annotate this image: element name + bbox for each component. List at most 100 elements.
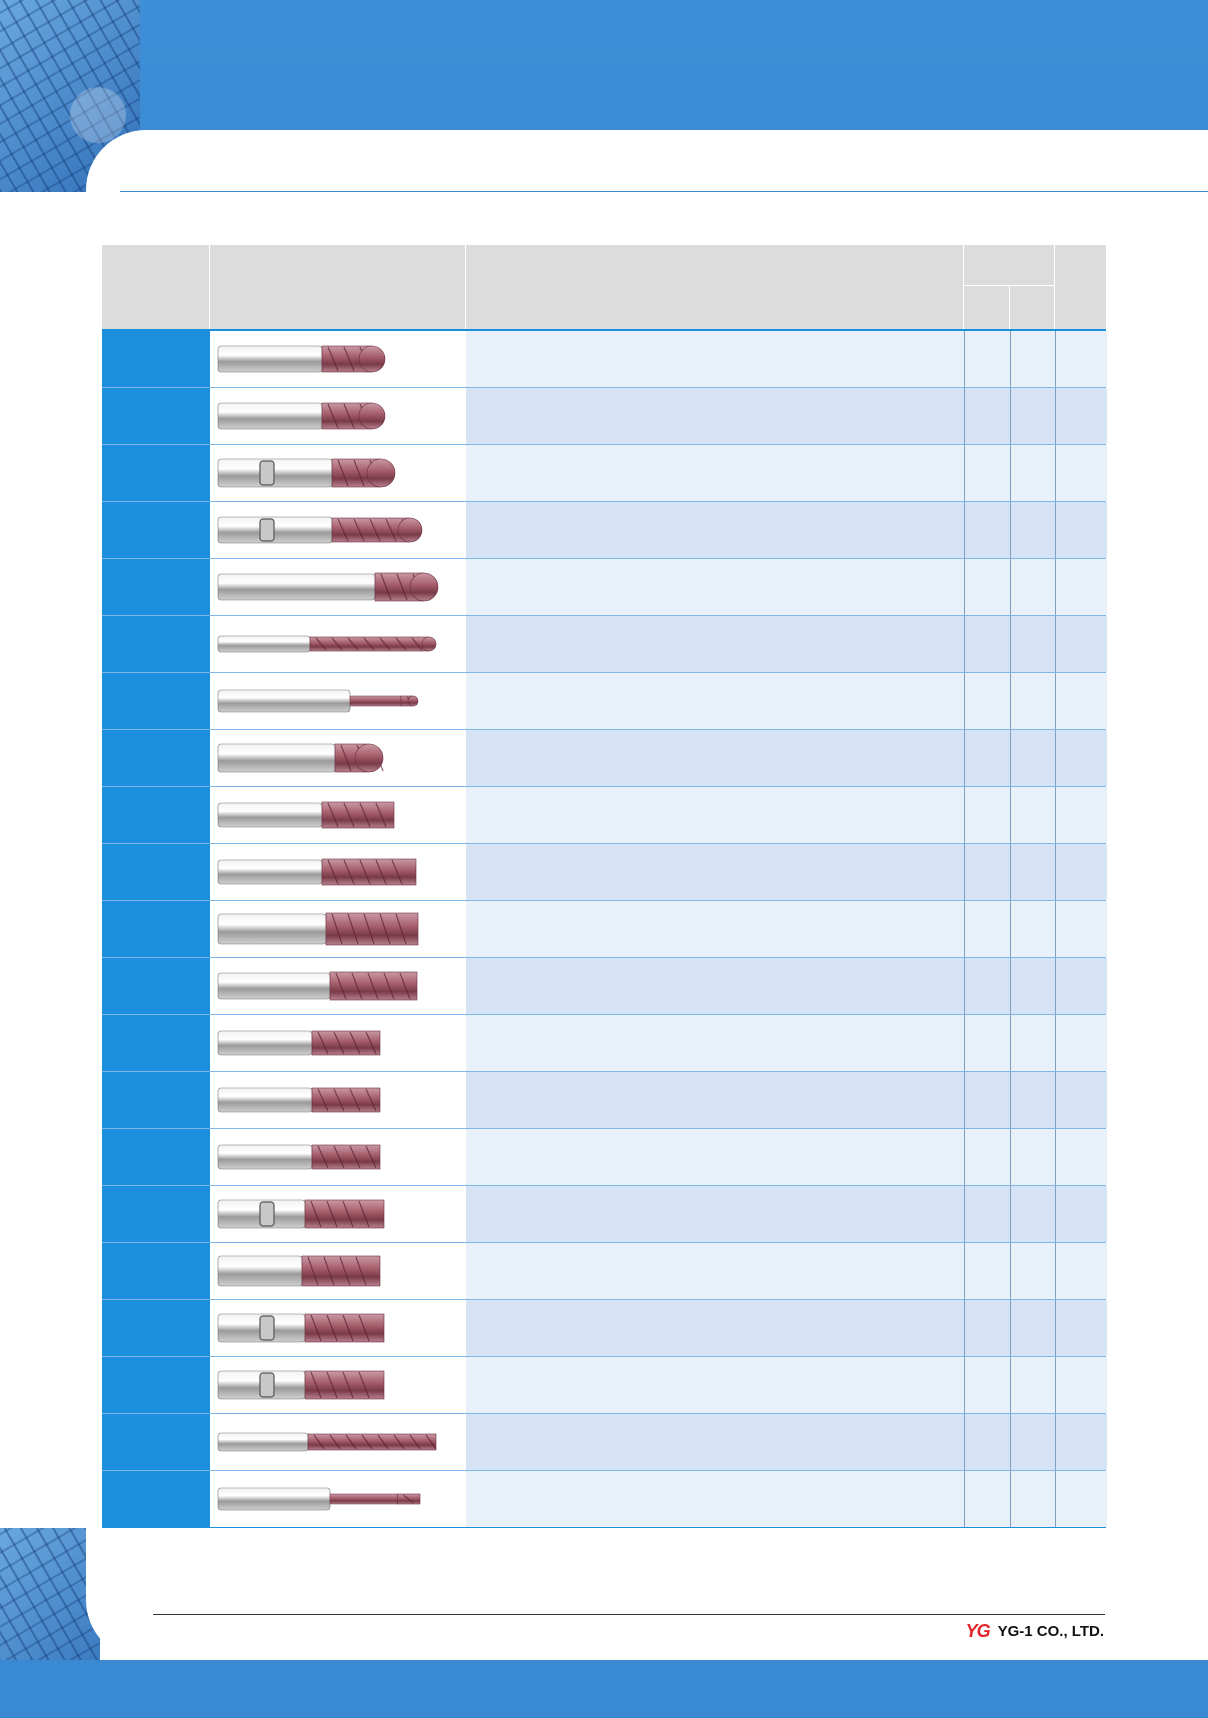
end-mill-illustration (217, 912, 419, 946)
description-cell (466, 388, 964, 444)
table-row (102, 1300, 1107, 1357)
weldon-flat (259, 1372, 275, 1398)
description-cell (466, 616, 964, 672)
description-cell (466, 787, 964, 843)
flute-helix (333, 1145, 345, 1169)
flute-helix (326, 1314, 338, 1342)
tool-flute (307, 1433, 437, 1451)
tool-image-cell (210, 901, 466, 957)
header-separator (1054, 245, 1055, 329)
weldon-flat (259, 1315, 275, 1341)
description-cell (466, 1471, 964, 1527)
value-cell-c2 (1010, 730, 1056, 786)
flute-helix (339, 1256, 351, 1286)
ball-tip (397, 517, 423, 543)
flute-helix (395, 913, 407, 945)
value-cell-c1 (964, 1300, 1011, 1356)
logo-mark: YG (965, 1620, 991, 1641)
flute-helix (358, 1200, 370, 1228)
flute-helix (329, 1434, 341, 1450)
table-row (102, 616, 1107, 673)
value-cell-c2 (1010, 331, 1056, 387)
header-separator (1009, 285, 1010, 329)
end-mill-illustration (217, 1030, 381, 1056)
tool-shank (217, 635, 311, 653)
flute-helix (347, 637, 359, 651)
product-code-cell (102, 502, 210, 558)
table-row (102, 730, 1107, 787)
product-code-cell (102, 1129, 210, 1185)
flute-helix (365, 1145, 377, 1169)
tool-image-cell (210, 1300, 466, 1356)
value-cell-c2 (1010, 1186, 1056, 1242)
tool-image-cell (210, 331, 466, 387)
flute-helix (317, 1145, 329, 1169)
value-cell-c2 (1010, 1414, 1056, 1470)
product-code-cell (102, 616, 210, 672)
tool-image-cell (210, 559, 466, 615)
tool-shank (217, 913, 327, 945)
description-cell (466, 1243, 964, 1299)
table-row (102, 844, 1107, 901)
end-mill-illustration (217, 1199, 385, 1229)
tool-shank (217, 972, 331, 1000)
table-row (102, 1243, 1107, 1300)
product-code-cell (102, 787, 210, 843)
flute-helix (393, 1434, 405, 1450)
table-row (102, 1072, 1107, 1129)
end-mill-illustration (217, 971, 418, 1001)
description-cell (466, 445, 964, 501)
flute-helix (340, 744, 352, 772)
tool-neck (329, 1493, 398, 1505)
tool-image-cell (210, 730, 466, 786)
end-mill-illustration (217, 801, 395, 829)
product-code-cell (102, 331, 210, 387)
value-cell-c1 (964, 616, 1011, 672)
weldon-flat (259, 460, 275, 486)
product-code-cell (102, 730, 210, 786)
description-cell (466, 1300, 964, 1356)
value-cell-c1 (964, 844, 1011, 900)
header-separator (209, 245, 210, 329)
flute-helix (359, 802, 371, 828)
ball-tip (366, 458, 396, 488)
flute-helix (353, 459, 365, 487)
end-mill-illustration (217, 402, 386, 430)
flute-helix (349, 1031, 361, 1055)
flute-helix (337, 518, 349, 542)
value-cell-c3 (1055, 787, 1107, 843)
tool-shank (217, 573, 376, 601)
header-title-area (86, 130, 1208, 192)
flute-helix (365, 1031, 377, 1055)
tool-image-cell (210, 673, 466, 729)
tool-image-cell (210, 1129, 466, 1185)
flute-helix (326, 1371, 338, 1399)
value-cell-c2 (1010, 844, 1056, 900)
description-cell (466, 1072, 964, 1128)
value-cell-c1 (964, 559, 1011, 615)
value-cell-c2 (1010, 958, 1056, 1014)
product-code-cell (102, 1015, 210, 1071)
value-cell-c3 (1055, 1471, 1107, 1527)
table-header (102, 245, 1106, 331)
tool-flute (311, 1144, 381, 1170)
value-cell-c1 (964, 1243, 1011, 1299)
flute-helix (383, 972, 395, 1000)
value-cell-c1 (964, 1129, 1011, 1185)
flute-helix (323, 1256, 335, 1286)
tool-shank (217, 1487, 331, 1511)
table-row (102, 1471, 1107, 1529)
tool-shank (217, 802, 323, 828)
flute-helix (343, 802, 355, 828)
flute-helix (317, 1031, 329, 1055)
flute-helix (333, 1088, 345, 1112)
flute-helix (375, 859, 387, 885)
flute-helix (379, 913, 391, 945)
value-cell-c1 (964, 331, 1011, 387)
value-cell-c1 (964, 730, 1011, 786)
footer-area (86, 1528, 1208, 1660)
tool-shank (217, 345, 323, 373)
ball-tip (421, 636, 437, 652)
value-cell-c1 (964, 1072, 1011, 1128)
weldon-flat (259, 518, 275, 542)
